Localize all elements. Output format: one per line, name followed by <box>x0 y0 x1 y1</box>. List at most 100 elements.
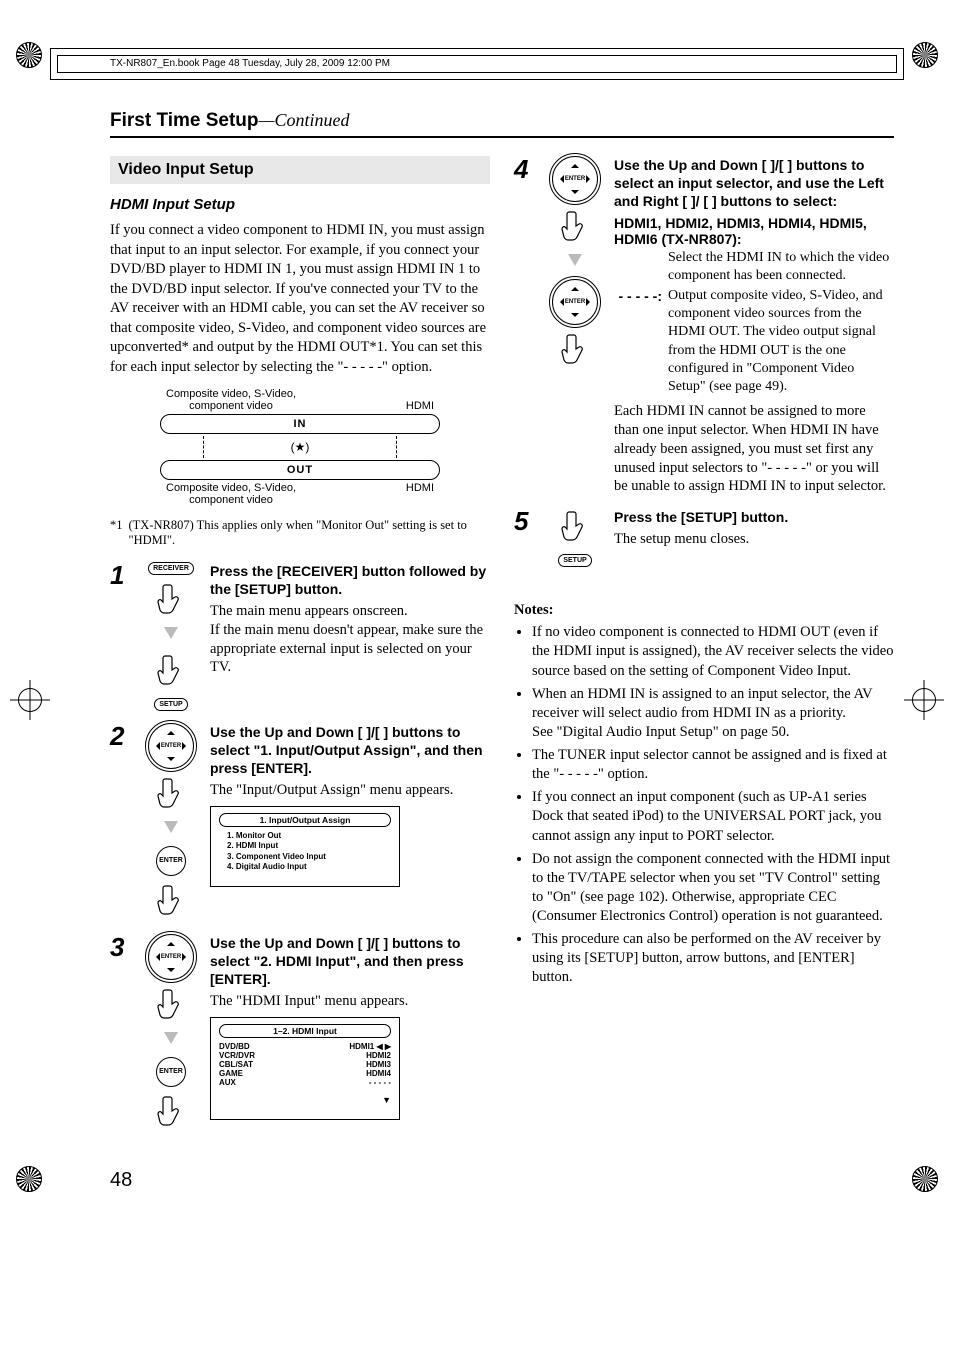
osd-row-key: DVD/BD <box>219 1042 250 1051</box>
hand-icon <box>560 508 590 548</box>
osd-row-val: - - - - - <box>369 1078 391 1087</box>
dpad-center-label: ENTER <box>161 743 181 749</box>
down-arrow-icon <box>568 254 582 273</box>
osd-row-val: HDMI3 <box>366 1060 391 1069</box>
footnote-text: (TX-NR807) This applies only when "Monit… <box>129 518 491 548</box>
osd-row: VCR/DVRHDMI2 <box>219 1051 391 1060</box>
step-icon: ENTER ENTER <box>544 156 606 496</box>
diagram-label: Composite video, S-Video, component vide… <box>166 388 296 412</box>
step-number: 4 <box>514 156 536 496</box>
page-title: First Time Setup—Continued <box>110 110 894 138</box>
osd-item: 3. Component Video Input <box>227 852 391 862</box>
page-number: 48 <box>110 1169 894 1192</box>
dpad-center-label: ENTER <box>161 954 181 960</box>
step-number: 1 <box>110 562 132 711</box>
diagram-out-box: OUT <box>160 460 440 480</box>
signal-flow-diagram: Composite video, S-Video, component vide… <box>160 388 440 508</box>
dpad-icon: ENTER <box>552 156 598 202</box>
step-number: 3 <box>110 934 132 1133</box>
setup-button-icon: SETUP <box>154 698 187 711</box>
step-number: 5 <box>514 508 536 588</box>
def-key-dashes: - - - - -: <box>614 287 662 396</box>
osd-row-key: CBL/SAT <box>219 1060 253 1069</box>
step-tail: Each HDMI IN cannot be assigned to more … <box>614 402 894 496</box>
step-3: 3 ENTER ENTER <box>110 934 490 1133</box>
step-icon: SETUP <box>544 508 606 588</box>
step-description: The main menu appears onscreen. If the m… <box>210 602 490 677</box>
scroll-down-caret: ▼ <box>219 1095 391 1105</box>
note-item: When an HDMI IN is assigned to an input … <box>532 685 894 742</box>
osd-menu: 1. Input/Output Assign 1. Monitor Out2. … <box>210 806 400 888</box>
down-arrow-icon <box>164 821 178 840</box>
step-5: 5 SETUP Press the [SETUP] button. The se… <box>514 508 894 588</box>
osd-menu: 1–2. HDMI Input DVD/BDHDMI1 ◀ ▶VCR/DVRHD… <box>210 1017 400 1120</box>
hdmi-options-head: HDMI1, HDMI2, HDMI3, HDMI4, HDMI5, HDMI6… <box>614 215 894 247</box>
osd-item: 1. Monitor Out <box>227 831 391 841</box>
dpad-icon: ENTER <box>552 279 598 325</box>
dpad-center-label: ENTER <box>565 299 585 305</box>
osd-row: GAME HDMI4 <box>219 1069 391 1078</box>
dpad-icon: ENTER <box>148 934 194 980</box>
enter-button-icon: ENTER <box>156 1057 186 1087</box>
osd-row: CBL/SAT HDMI3 <box>219 1060 391 1069</box>
enter-button-icon: ENTER <box>156 846 186 876</box>
step-description: The setup menu closes. <box>614 530 894 549</box>
step-icon: RECEIVER SETUP <box>140 562 202 711</box>
notes-heading: Notes: <box>514 602 894 619</box>
step-description: The "Input/Output Assign" menu appears. <box>210 781 490 800</box>
osd-item: 2. HDMI Input <box>227 841 391 851</box>
hand-icon <box>156 986 186 1026</box>
osd-title: 1. Input/Output Assign <box>219 813 391 827</box>
osd-row: DVD/BD HDMI1 ◀ ▶ <box>219 1042 391 1051</box>
note-item: Do not assign the component connected wi… <box>532 850 894 927</box>
diagram-star: (★) <box>291 440 310 454</box>
osd-item: 4. Digital Audio Input <box>227 862 391 872</box>
down-arrow-icon <box>164 1032 178 1051</box>
diagram-label: HDMI <box>406 400 434 412</box>
title-main: First Time Setup <box>110 110 259 131</box>
footnote-mark: *1 <box>110 518 123 548</box>
dpad-center-label: ENTER <box>565 176 585 182</box>
setup-button-icon: SETUP <box>558 554 591 567</box>
osd-title: 1–2. HDMI Input <box>219 1024 391 1038</box>
osd-row-key: GAME <box>219 1069 243 1078</box>
footnote: *1 (TX-NR807) This applies only when "Mo… <box>110 518 490 548</box>
def-value: Output composite video, S-Video, and com… <box>668 287 894 396</box>
note-item: The TUNER input selector cannot be assig… <box>532 746 894 784</box>
section-subheading: HDMI Input Setup <box>110 196 490 213</box>
step-2: 2 ENTER ENTER <box>110 723 490 922</box>
step-icon: ENTER ENTER <box>140 723 202 922</box>
hand-icon <box>156 652 186 692</box>
title-continued: —Continued <box>259 110 350 130</box>
section-heading: Video Input Setup <box>110 156 490 184</box>
osd-row-val: HDMI4 <box>366 1069 391 1078</box>
note-item: If no video component is connected to HD… <box>532 623 894 680</box>
osd-row-key: AUX <box>219 1078 236 1087</box>
step-icon: ENTER ENTER <box>140 934 202 1133</box>
dpad-icon: ENTER <box>148 723 194 769</box>
hand-icon <box>156 775 186 815</box>
step-4: 4 ENTER ENTER <box>514 156 894 496</box>
intro-paragraph: If you connect a video component to HDMI… <box>110 221 490 378</box>
step-instruction: Use the Up and Down [ ]/[ ] buttons to s… <box>210 723 490 778</box>
step-instruction: Use the Up and Down [ ]/[ ] buttons to s… <box>614 156 894 211</box>
notes-list: If no video component is connected to HD… <box>514 623 894 987</box>
diagram-label: Composite video, S-Video, component vide… <box>166 482 296 506</box>
osd-row-val: HDMI1 ◀ ▶ <box>349 1042 391 1051</box>
note-item: This procedure can also be performed on … <box>532 930 894 987</box>
note-item: If you connect an input component (such … <box>532 788 894 845</box>
def-value: Select the HDMI IN to which the video co… <box>668 249 894 285</box>
hand-icon <box>156 882 186 922</box>
step-instruction: Use the Up and Down [ ]/[ ] buttons to s… <box>210 934 490 989</box>
step-number: 2 <box>110 723 132 922</box>
diagram-in-box: IN <box>160 414 440 434</box>
down-arrow-icon <box>164 627 178 646</box>
receiver-button-icon: RECEIVER <box>148 562 194 575</box>
step-instruction: Press the [SETUP] button. <box>614 508 894 526</box>
step-description: The "HDMI Input" menu appears. <box>210 992 490 1011</box>
step-1: 1 RECEIVER SETUP Press the [RECEIVER] bu… <box>110 562 490 711</box>
hand-icon <box>156 581 186 621</box>
hand-icon <box>156 1093 186 1133</box>
hand-icon <box>560 208 590 248</box>
osd-row-key: VCR/DVR <box>219 1051 255 1060</box>
